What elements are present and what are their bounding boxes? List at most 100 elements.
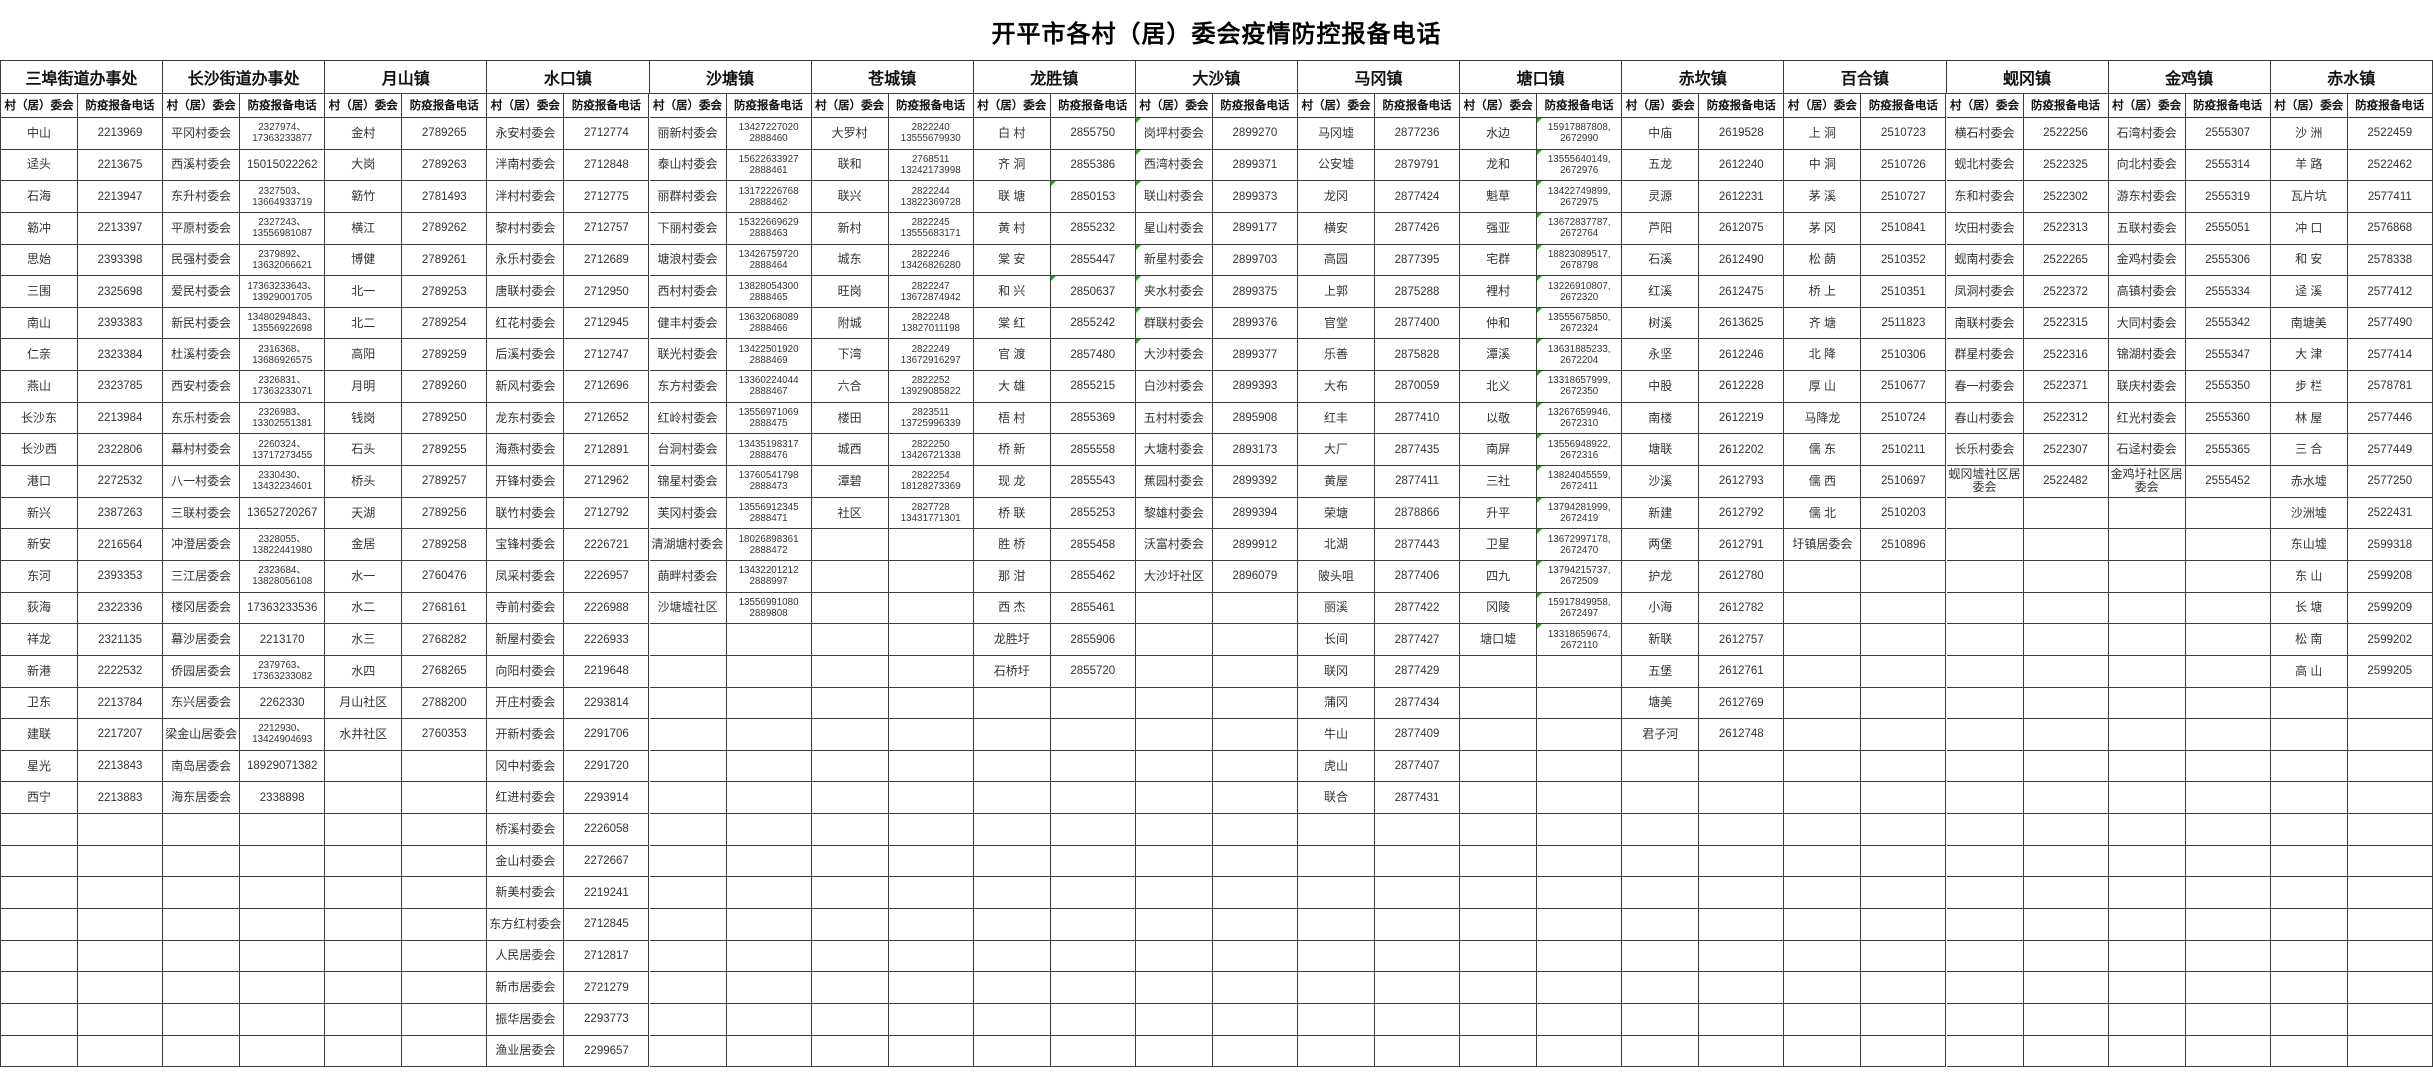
table-row: 三 合 2577449 (2270, 434, 2433, 467)
empty-cell (1460, 909, 1538, 941)
phone-cell: 18823089517, 2678798 (1537, 244, 1623, 277)
village-cell: 宝锋村委会 (487, 529, 565, 561)
table-row: 六合 2822252 13929085822 (811, 371, 974, 403)
table-row-empty (973, 940, 1136, 973)
table-row-empty (325, 845, 488, 878)
phone-cell: 2327243、 13556981087 (240, 212, 326, 245)
village-cell: 八一村委会 (163, 466, 241, 498)
table-row: 新建 2612792 (1622, 497, 1785, 530)
village-cell: 桥 联 (973, 497, 1051, 530)
village-cell: 大塘村委会 (1135, 434, 1213, 467)
empty-cell (1784, 592, 1862, 625)
empty-cell (1537, 845, 1623, 878)
table-row-empty (973, 877, 1136, 910)
empty-cell (1699, 972, 1785, 1004)
empty-cell (1, 940, 78, 973)
village-cell: 向阳村委会 (487, 655, 565, 688)
village-cell: 横安 (1298, 212, 1375, 245)
phone-cell: 2712945 (564, 307, 650, 340)
empty-cell (1537, 940, 1623, 973)
table-row-empty (649, 1035, 812, 1068)
table-row: 芙冈村委会 13556912345 2888471 (649, 497, 812, 530)
village-cell: 乐善 (1298, 339, 1375, 372)
village-cell: 联合 (1298, 782, 1375, 815)
phone-cell: 2612782 (1699, 592, 1785, 625)
village-cell: 簕冲 (1, 212, 78, 245)
empty-cell (2270, 909, 2348, 941)
village-cell: 后溪村委会 (487, 339, 565, 372)
table-row: 沙塘墟社区 13556991080 2889808 (649, 592, 812, 625)
village-cell: 红丰 (1298, 402, 1375, 435)
empty-cell (1298, 909, 1375, 941)
phone-cell: 2522459 (2347, 118, 2433, 150)
village-cell: 群星村委会 (1946, 339, 2024, 372)
phone-cell: 2855720 (1050, 655, 1136, 688)
phone-cell: 2855462 (1050, 560, 1136, 593)
village-cell: 联山村委会 (1135, 181, 1213, 213)
empty-cell (402, 1035, 488, 1068)
table-row-empty (1946, 845, 2109, 878)
table-row: 石溪 2612490 (1622, 244, 1785, 277)
village-cell: 茅 溪 (1784, 181, 1862, 213)
village-cell: 中股 (1622, 371, 1700, 403)
empty-cell (1946, 814, 2024, 846)
phone-cell: 2822247 13672874942 (888, 276, 974, 308)
empty-cell (1460, 687, 1538, 720)
empty-cell (1212, 655, 1298, 688)
empty-cell (973, 877, 1051, 910)
table-row: 联光村委会 13422501920 2888469 (649, 339, 812, 372)
phone-cell: 2855461 (1050, 592, 1136, 625)
town-header: 水口镇 (487, 61, 650, 94)
village-cell: 横石村委会 (1946, 118, 2024, 150)
phone-cell: 2789258 (402, 529, 488, 561)
table-row: 东兴居委会 2262330 (163, 687, 326, 720)
phone-cell: 2577414 (2347, 339, 2433, 372)
village-cell: 石溪 (1622, 244, 1700, 277)
table-row-empty (1135, 877, 1298, 910)
phone-cell: 2789250 (402, 402, 488, 435)
empty-cell (1946, 624, 2024, 656)
empty-cell (402, 972, 488, 1004)
village-cell: 蚬北村委会 (1946, 149, 2024, 182)
phone-cell: 2823511 13725996339 (888, 402, 974, 435)
village-cell: 沙洲墟 (2270, 497, 2348, 530)
village-cell: 儒 西 (1784, 466, 1862, 498)
table-row: 圩镇居委会 2510896 (1784, 529, 1947, 561)
empty-cell (1460, 814, 1538, 846)
village-cell: 迳 溪 (2270, 276, 2348, 308)
phone-cell: 2877400 (1375, 307, 1461, 340)
empty-cell (1784, 877, 1862, 910)
village-cell: 西安村委会 (163, 371, 241, 403)
empty-cell (402, 909, 488, 941)
empty-cell (649, 782, 727, 815)
phone-cell: 13555675850, 2672324 (1537, 307, 1623, 340)
empty-cell (811, 687, 889, 720)
town-header: 苍城镇 (811, 61, 974, 94)
empty-cell (2185, 782, 2271, 815)
phone-cell: 13422501920 2888469 (726, 339, 812, 372)
empty-cell (1375, 909, 1461, 941)
empty-cell (325, 940, 403, 973)
table-row-empty (1946, 624, 2109, 656)
village-cell: 振华居委会 (487, 1003, 565, 1036)
empty-cell (811, 529, 889, 561)
phone-cell: 2619528 (1699, 118, 1785, 150)
village-cell: 楼冈居委会 (163, 592, 241, 625)
village-cell: 官 渡 (973, 339, 1051, 372)
table-row-empty (2270, 909, 2433, 941)
phone-cell: 2878866 (1375, 497, 1461, 530)
phone-cell: 2326983、 13302551381 (240, 402, 326, 435)
empty-cell (2108, 814, 2186, 846)
empty-cell (1699, 845, 1785, 878)
village-cell: 石头 (325, 434, 403, 467)
phone-cell: 2877395 (1375, 244, 1461, 277)
village-cell: 星光 (1, 750, 78, 783)
table-row-empty (2108, 877, 2271, 910)
village-cell: 爱民村委会 (163, 276, 241, 308)
col-header-phone: 防疫报备电话 (726, 94, 812, 118)
phone-cell: 2822240 13555679930 (888, 118, 974, 150)
empty-cell (1050, 719, 1136, 751)
table-row-empty (1946, 877, 2109, 910)
table-row: 北二 2789254 (325, 307, 488, 340)
village-cell: 黄屋 (1298, 466, 1375, 498)
